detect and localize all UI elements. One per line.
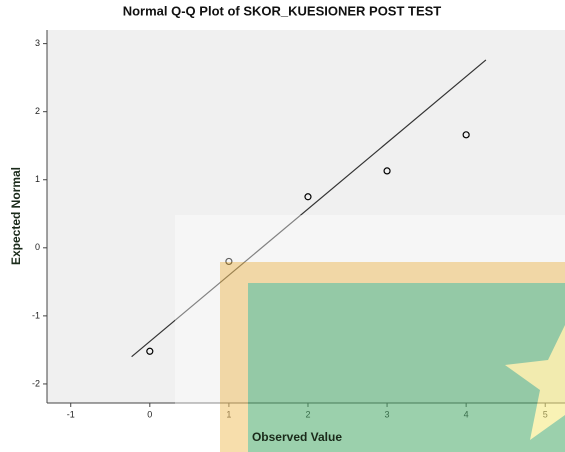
x-tick-label: -1 (67, 409, 75, 419)
y-tick-label: 2 (35, 106, 40, 116)
y-axis-label: Expected Normal (9, 167, 23, 265)
y-tick-label: 0 (35, 242, 40, 252)
x-tick-label: 0 (147, 409, 152, 419)
point (383, 167, 391, 175)
point (146, 347, 154, 355)
y-tick-label: 3 (35, 38, 40, 48)
y-tick-label: -2 (32, 378, 40, 388)
watermark-star (505, 325, 565, 440)
y-tick-label: -1 (32, 310, 40, 320)
point (304, 193, 312, 201)
chart-title: Normal Q-Q Plot of SKOR_KUESIONER POST T… (123, 3, 442, 18)
y-tick-label: 1 (35, 174, 40, 184)
point (462, 131, 470, 139)
reference-line (131, 59, 487, 358)
watermark (175, 215, 565, 452)
x-axis-label: Observed Value (252, 430, 342, 444)
